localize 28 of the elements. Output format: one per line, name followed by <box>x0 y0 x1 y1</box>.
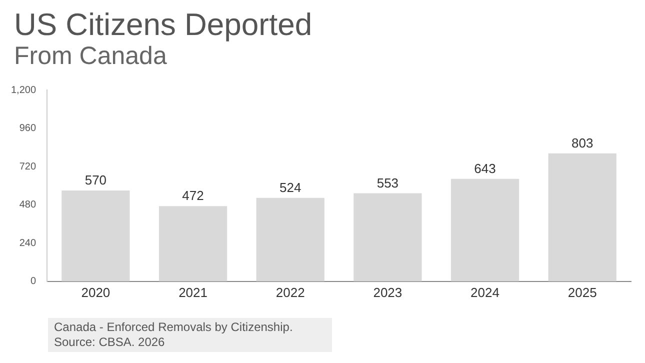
chart-title: US Citizens Deported <box>14 7 312 42</box>
x-tick-label: 2023 <box>373 284 402 300</box>
y-tick-label: 0 <box>30 276 36 288</box>
x-tick-label: 2020 <box>81 284 110 300</box>
y-tick-label: 240 <box>19 238 36 249</box>
y-tick-label: 1,200 <box>10 84 36 96</box>
x-tick-label: 2021 <box>178 284 208 300</box>
y-tick-label: 480 <box>19 200 36 211</box>
chart-subtitle: From Canada <box>14 42 167 70</box>
y-tick-label: 720 <box>19 161 36 172</box>
x-tick-label: 2024 <box>470 284 500 300</box>
bar <box>158 206 228 282</box>
data-label: 803 <box>571 135 594 150</box>
bar <box>256 198 324 282</box>
x-tick-label: 2025 <box>568 284 597 300</box>
bar <box>450 178 520 282</box>
text: Canada - Enforced Removals by Citizenship. <box>54 320 294 335</box>
x-tick-label: 2022 <box>276 284 305 300</box>
data-label: 472 <box>182 188 204 204</box>
source-note: Source: CBSA. 2026 <box>54 335 166 350</box>
data-label: 570 <box>84 172 107 188</box>
y-tick-label: 960 <box>19 123 36 134</box>
data-label: 643 <box>474 160 496 176</box>
bar <box>548 153 616 282</box>
bar <box>354 193 422 282</box>
data-label: 524 <box>279 180 302 195</box>
bar <box>62 190 130 282</box>
data-label: 553 <box>376 175 399 190</box>
